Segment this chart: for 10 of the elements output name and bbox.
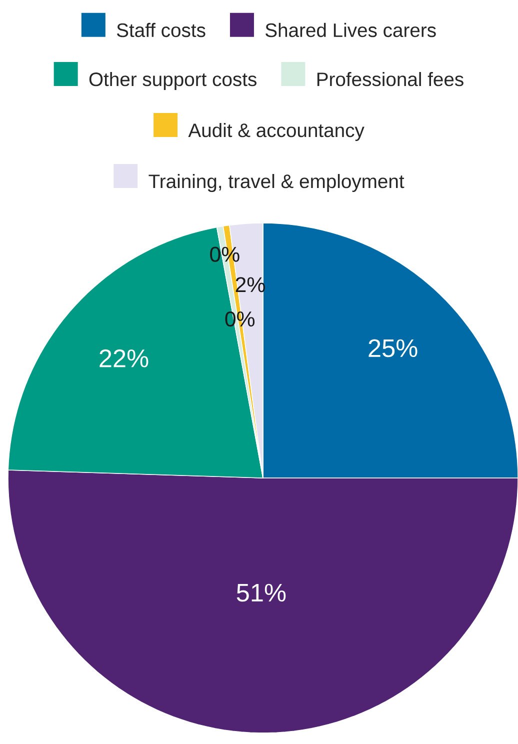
data-label: 25%: [368, 339, 418, 358]
legend-label: Other support costs: [89, 72, 256, 90]
data-label: 0%: [210, 246, 240, 262]
legend-label: Staff costs: [116, 22, 206, 38]
legend-label: Audit & accountancy: [188, 122, 364, 142]
data-label: 22%: [100, 349, 148, 368]
legend-label: Training, travel & employment: [148, 174, 404, 192]
legend-label: Professional fees: [317, 72, 464, 86]
data-label: 51%: [236, 584, 286, 602]
legend-label: Shared Lives carers: [266, 22, 436, 38]
